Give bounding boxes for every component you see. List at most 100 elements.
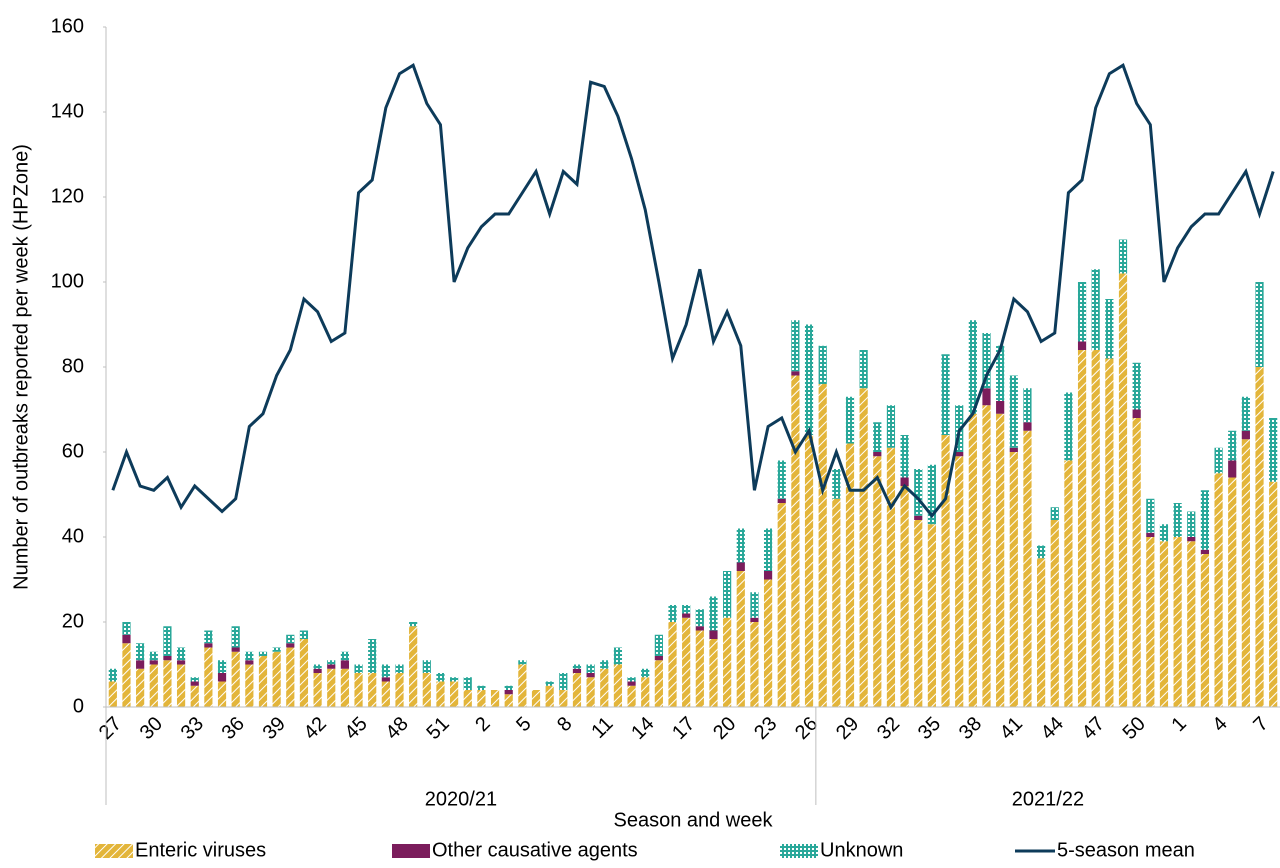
legend-swatch [95,844,133,858]
bar-segment [136,668,145,707]
bar-segment [340,660,349,669]
bar-segment [122,622,131,635]
x-tick-label: 17 [668,713,699,744]
bar-segment [136,643,145,661]
bar-segment [859,388,868,707]
bar-segment [1255,367,1264,707]
bar-segment [627,685,636,707]
bar-segment [409,622,418,627]
bar-segment [313,673,322,707]
x-tick-label: 4 [1208,713,1231,736]
bar-segment [1241,430,1250,440]
x-tick-label: 50 [1119,713,1150,744]
bar-segment [1228,460,1237,478]
bar-segment [791,320,800,372]
bar-segment [231,626,240,648]
bar-segment [982,388,991,406]
bar-segment [968,413,977,707]
bar-segment [955,456,964,707]
bar-segment [1159,541,1169,707]
bar-segment [136,660,145,669]
bar-segment [627,677,636,682]
bar-segment [927,464,936,525]
bar-segment [996,401,1005,414]
bar-segment [736,562,745,571]
bar-segment [272,651,281,707]
bar-segment [327,664,336,669]
x-tick-label: 48 [381,713,412,744]
x-tick-label: 1 [1167,713,1190,736]
bar-segment [1091,350,1100,707]
bar-segment [436,673,445,682]
bar-segment [586,664,595,673]
bar-segment [968,320,977,414]
bar-segment [695,609,704,627]
bar-segment [791,375,800,707]
bar-segment [149,664,158,707]
x-tick-label: 7 [1249,713,1272,736]
x-tick-label: 26 [791,713,822,744]
x-tick-label: 32 [873,713,904,744]
bar-segment [982,333,991,389]
bar-segment [804,435,814,707]
bar-segment [777,498,786,503]
bar-segment [1064,460,1073,707]
bar-segment [996,345,1005,401]
bar-segment [531,690,541,707]
bar-segment [750,592,759,618]
bar-segment [1146,498,1155,533]
x-tick-label: 42 [300,713,331,744]
bar-segment [504,685,513,690]
bar-segment [668,605,677,622]
bar-segment [1228,477,1237,707]
bar-segment [245,660,254,665]
x-tick-label: 51 [422,713,453,744]
bar-segment [190,685,199,707]
bar-segment [845,443,855,707]
legend-label: Enteric viruses [135,839,266,861]
legend-swatch [780,844,818,858]
bar-segment [381,681,390,707]
bar-segment [750,622,759,707]
bar-segment [176,647,186,661]
bar-segment [1118,273,1128,707]
x-tick-label: 35 [914,713,945,744]
bar-segment [1077,282,1087,342]
bar-segment [1105,358,1114,707]
bar-segment [422,660,431,673]
bar-segment [1255,282,1264,367]
bar-segment [518,664,527,707]
x-tick-label: 36 [218,713,249,744]
bar-segment [327,660,336,665]
bar-segment [504,690,513,695]
legend-swatch [392,844,430,858]
bar-segment [340,668,349,707]
bar-segment [381,664,390,678]
x-tick-label: 30 [136,713,167,744]
bar-segment [463,677,472,690]
x-tick-label: 38 [955,713,986,744]
bar-segment [1118,239,1128,274]
bar-segment [873,456,882,707]
bar-segment [1050,520,1059,707]
bar-segment [682,613,691,618]
legend-label: Other causative agents [432,839,638,861]
bar-segment [763,528,773,571]
bar-segment [1146,537,1155,707]
bar-segment [286,634,295,644]
x-axis-title: Season and week [613,809,773,831]
bar-segment [818,345,827,384]
x-tick-label: 45 [341,713,372,744]
bar-segment [1173,537,1182,707]
x-tick-label: 23 [750,713,781,744]
bar-segment [1214,473,1223,707]
bar-segment [163,660,172,707]
y-tick-label: 100 [51,270,84,292]
bar-segment [859,350,868,389]
bar-segment [1050,507,1059,520]
bar-segment [299,630,309,639]
bar-segment [723,571,732,618]
bar-segment [682,617,691,707]
bar-segment [586,673,595,678]
bar-segment [1037,545,1046,559]
